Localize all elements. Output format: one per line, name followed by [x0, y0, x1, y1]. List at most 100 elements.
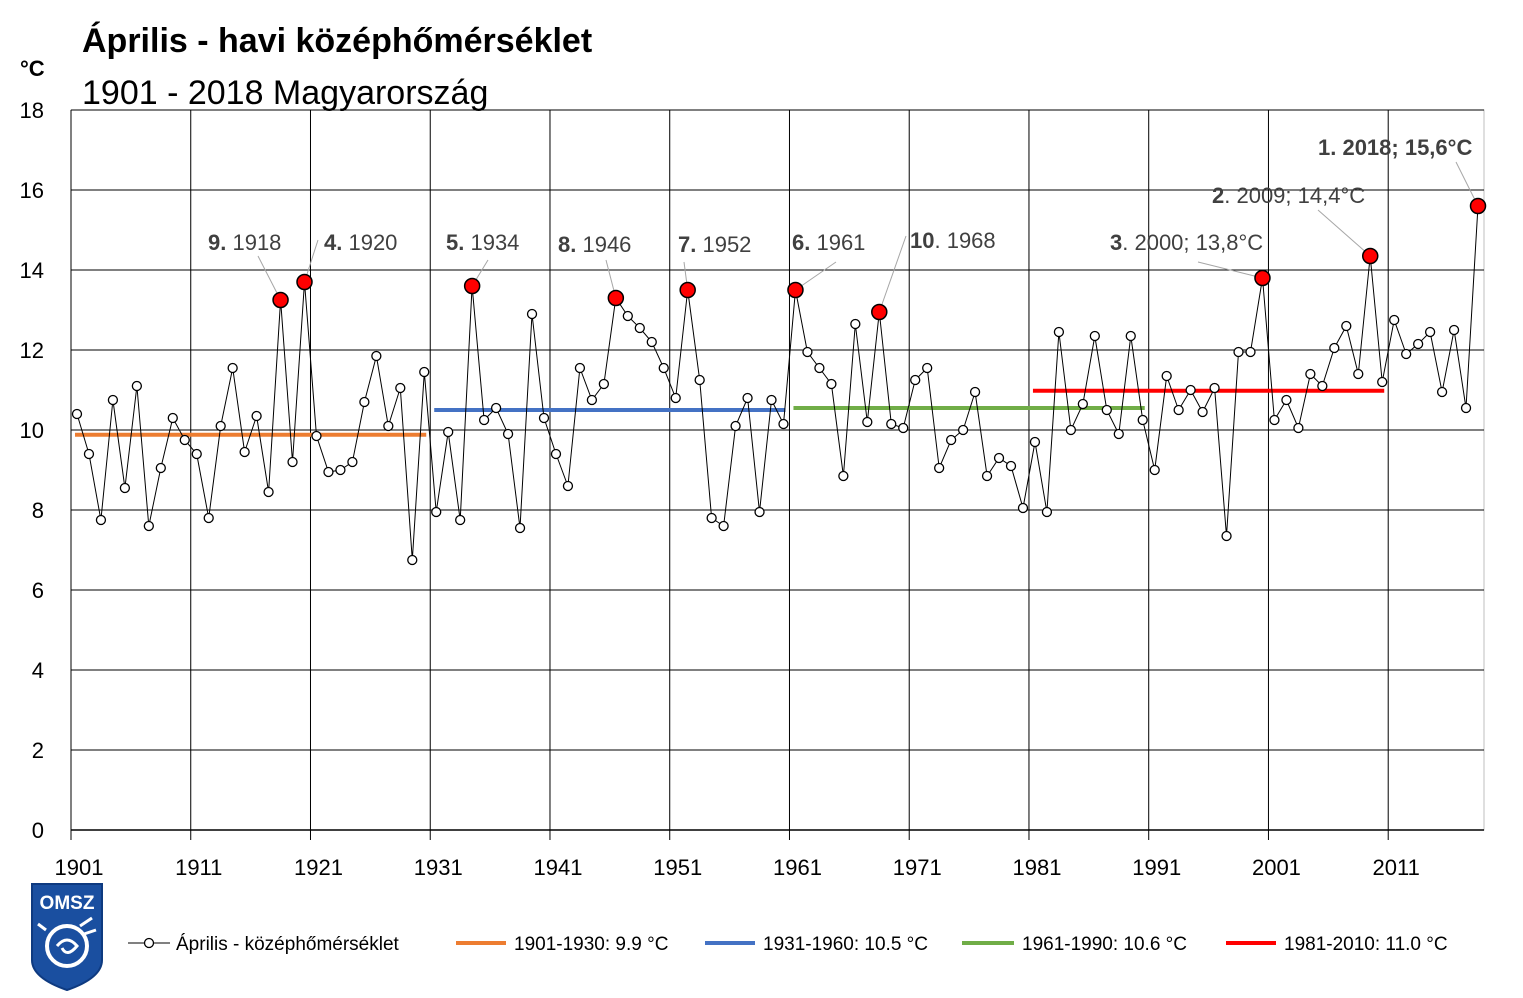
data-point: [131, 380, 143, 392]
data-point: [826, 378, 837, 390]
temperature-line: [76, 205, 1479, 561]
data-point: [922, 362, 933, 374]
annotation-label: 4. 1920: [324, 230, 397, 255]
legend-swatch-marker: [143, 937, 155, 949]
data-point: [1173, 404, 1184, 416]
data-point: [335, 464, 346, 476]
data-point: [1089, 330, 1100, 342]
annotation-rank: 1. 2018; 15,6°C: [1318, 135, 1472, 160]
data-point: [886, 418, 897, 430]
data-point: [646, 336, 657, 348]
annotation-label: 8. 1946: [558, 232, 631, 257]
data-point: [1017, 502, 1029, 514]
annotation-label: 2. 2009; 14,4°C: [1212, 183, 1365, 208]
data-point: [83, 448, 95, 460]
x-tick-label: 1981: [1012, 855, 1061, 880]
data-point: [1353, 368, 1364, 380]
annotation-text: . 1968: [934, 228, 995, 253]
data-point: [981, 470, 993, 482]
data-point: [742, 392, 753, 404]
data-point: [598, 378, 610, 390]
annotation-text: 1918: [226, 230, 281, 255]
data-point: [239, 446, 250, 458]
highlight-point: [871, 303, 888, 321]
data-point: [850, 318, 861, 330]
x-tick-label: 1911: [175, 855, 222, 880]
data-point: [1005, 460, 1017, 472]
data-point: [1245, 346, 1256, 358]
annotation-rank: 10: [910, 228, 934, 253]
data-point: [263, 486, 274, 498]
highlight-point: [679, 281, 696, 299]
chart-subtitle: 1901 - 2018 Magyarország: [82, 74, 488, 112]
annotation-text: 1934: [464, 230, 519, 255]
data-point: [1137, 414, 1148, 426]
x-tick-label: 1971: [893, 855, 942, 880]
data-point: [1233, 346, 1244, 358]
data-point: [550, 448, 562, 460]
data-point: [538, 412, 550, 424]
data-point: [371, 350, 382, 362]
y-tick-label: 0: [32, 818, 44, 843]
data-point: [419, 366, 430, 378]
data-point: [215, 420, 226, 432]
data-point: [1329, 342, 1340, 354]
data-point: [1041, 506, 1053, 518]
annotation-rank: 5.: [446, 230, 464, 255]
leader-line: [1317, 209, 1371, 257]
data-point: [766, 394, 777, 406]
highlight-point: [1361, 247, 1379, 265]
annotation-rank: 9.: [208, 230, 226, 255]
data-point: [706, 512, 717, 524]
annotation-text: . 2000; 13,8°C: [1122, 230, 1263, 255]
data-point: [1221, 530, 1232, 542]
data-point: [1125, 330, 1136, 342]
y-tick-label: 4: [32, 658, 44, 683]
chart-title: Április - havi középhőmérséklet: [82, 22, 592, 60]
series-line: [76, 205, 1479, 561]
data-point: [838, 470, 849, 482]
data-point: [945, 434, 957, 446]
y-tick-label: 14: [20, 258, 44, 283]
data-point: [1149, 464, 1160, 476]
data-point: [1424, 326, 1436, 338]
logo-text: OMSZ: [40, 893, 95, 914]
x-tick-label: 2001: [1252, 855, 1301, 880]
data-point: [957, 424, 969, 436]
data-point: [107, 394, 119, 406]
data-point: [71, 408, 83, 420]
data-point: [143, 520, 154, 532]
data-point: [407, 554, 418, 566]
data-point: [969, 386, 981, 398]
data-point: [718, 520, 729, 532]
data-point: [323, 466, 334, 478]
data-point: [1077, 398, 1089, 410]
logo-splash: [37, 916, 97, 936]
data-point: [1029, 436, 1041, 448]
highlight-point: [272, 291, 289, 309]
x-tick-label: 1931: [414, 855, 463, 880]
data-point: [179, 434, 190, 446]
data-point: [167, 412, 178, 424]
annotation-label: 9. 1918: [208, 230, 281, 255]
data-point: [1389, 314, 1400, 326]
data-point: [694, 374, 705, 386]
data-point: [227, 362, 238, 374]
leader-line: [1197, 261, 1263, 279]
data-point: [155, 462, 166, 474]
data-point: [95, 514, 107, 526]
logo-swirl: [45, 924, 89, 968]
data-point: [730, 420, 741, 432]
data-point: [862, 416, 873, 428]
data-point: [311, 430, 322, 442]
annotation-label: 7. 1952: [678, 232, 751, 257]
legend-label: 1981-2010: 11.0 °C: [1284, 934, 1448, 955]
legend: Április - középhőmérséklet 1901-1930: 9.9…: [128, 934, 1448, 955]
data-point: [586, 394, 598, 406]
plot-border: [70, 109, 1485, 831]
data-point: [778, 418, 789, 430]
data-point: [1317, 380, 1328, 392]
y-axis-unit: °C: [20, 56, 45, 81]
data-point: [431, 506, 442, 518]
